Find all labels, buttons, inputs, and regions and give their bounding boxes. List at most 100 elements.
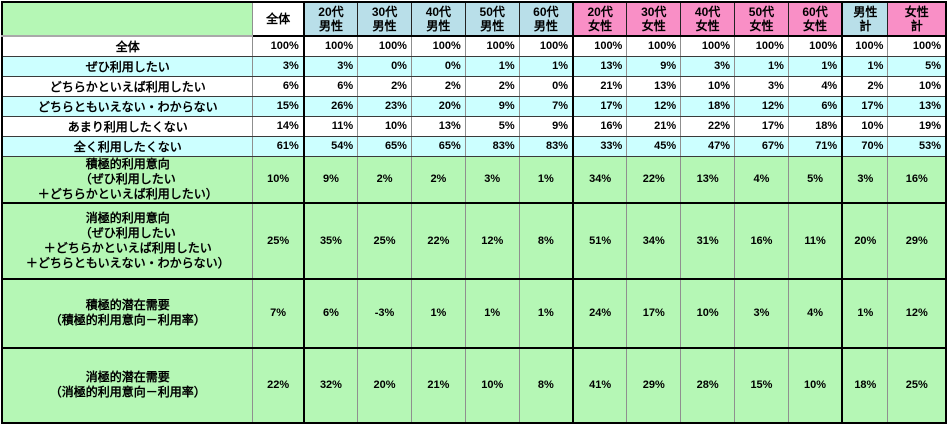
data-cell: 26% [302, 96, 359, 117]
data-cell: 13% [887, 96, 947, 117]
data-cell: 6% [302, 76, 359, 97]
data-cell: 2% [410, 76, 466, 97]
row-label: 積極的潜在需要 （積極的利用意向－利用率） [1, 277, 254, 348]
column-header: 女性 計 [887, 2, 947, 37]
data-cell: 25% [357, 201, 412, 279]
data-cell: 100% [734, 36, 789, 57]
header-row: 全体 20代 男性 30代 男性 40代 男性 50代 男性 60代 男性 20代 女性 30… [1, 2, 947, 37]
table-row: ぜひ利用したい 3% 3% 0% 0% 1% 1% 13% 9% 3% 1% 1% 1% 5% [1, 56, 947, 77]
data-cell: 21% [572, 76, 628, 97]
data-cell: 10% [680, 76, 736, 97]
column-header: 30代 男性 [357, 2, 412, 37]
data-cell: 2% [464, 76, 520, 97]
data-cell: 6% [787, 96, 843, 117]
data-cell: 19% [887, 116, 947, 137]
data-cell: 10% [787, 346, 843, 423]
data-cell: 3% [680, 56, 736, 77]
row-label: 全体 [1, 36, 254, 57]
data-cell: 16% [887, 155, 947, 203]
data-cell: 17% [841, 96, 889, 117]
data-cell: 45% [626, 136, 682, 157]
data-cell: 67% [734, 136, 789, 157]
data-cell: 20% [357, 346, 412, 423]
table-row: 消極的潜在需要 （消極的利用意向－利用率） 22% 32% 20% 21% 10% 8% 41… [1, 346, 947, 423]
table-row: 消極的利用意向 （ぜひ利用したい ＋どちらかといえば利用したい ＋どちらともいえ… [1, 201, 947, 279]
data-cell: 16% [734, 201, 789, 279]
data-cell: 1% [787, 56, 843, 77]
row-label: あまり利用したくない [1, 116, 254, 137]
data-cell: 33% [572, 136, 628, 157]
data-cell: 11% [302, 116, 359, 137]
data-cell: 0% [357, 56, 412, 77]
data-cell: 1% [518, 277, 574, 348]
row-label: どちらともいえない・わからない [1, 96, 254, 117]
data-cell: 83% [464, 136, 520, 157]
data-cell: 17% [626, 277, 682, 348]
data-cell: 47% [680, 136, 736, 157]
data-cell: 100% [357, 36, 412, 57]
data-cell: 18% [680, 96, 736, 117]
data-cell: 10% [841, 116, 889, 137]
data-cell: 13% [626, 76, 682, 97]
data-cell: 9% [302, 155, 359, 203]
data-cell: 28% [680, 346, 736, 423]
data-cell: 14% [252, 116, 305, 137]
data-cell: 4% [787, 76, 843, 97]
data-cell: 22% [252, 346, 305, 423]
data-cell: 5% [887, 56, 947, 77]
data-cell: 12% [626, 96, 682, 117]
row-label: ぜひ利用したい [1, 56, 254, 77]
data-cell: 5% [787, 155, 843, 203]
data-cell: 100% [518, 36, 574, 57]
row-label: 消極的潜在需要 （消極的利用意向－利用率） [1, 346, 254, 423]
table-row: どちらかといえば利用したい 6% 6% 2% 2% 2% 0% 21% 13% 10% 3% 4% 2%… [1, 76, 947, 97]
data-cell: 100% [787, 36, 843, 57]
data-cell: 2% [410, 155, 466, 203]
column-header: 20代 男性 [302, 2, 359, 37]
data-cell: 83% [518, 136, 574, 157]
column-header: 40代 女性 [680, 2, 736, 37]
column-header: 50代 男性 [464, 2, 520, 37]
data-cell: 29% [887, 201, 947, 279]
data-cell: 65% [357, 136, 412, 157]
data-cell: 1% [518, 155, 574, 203]
data-cell: 1% [841, 56, 889, 77]
data-cell: 10% [464, 346, 520, 423]
data-cell: 7% [252, 277, 305, 348]
table-row: あまり利用したくない 14% 11% 10% 13% 5% 9% 16% 21% 22% 17% 18… [1, 116, 947, 137]
data-cell: 25% [887, 346, 947, 423]
row-label: 消極的利用意向 （ぜひ利用したい ＋どちらかといえば利用したい ＋どちらともいえ… [1, 201, 254, 279]
data-cell: 10% [357, 116, 412, 137]
data-cell: 24% [572, 277, 628, 348]
table-row: 積極的利用意向 （ぜひ利用したい ＋どちらかといえば利用したい） 10% 9% 2% 2… [1, 155, 947, 203]
data-cell: 10% [252, 155, 305, 203]
data-cell: 25% [252, 201, 305, 279]
data-cell: 100% [887, 36, 947, 57]
data-cell: 13% [680, 155, 736, 203]
data-cell: 0% [410, 56, 466, 77]
table-row: 積極的潜在需要 （積極的利用意向－利用率） 7% 6% -3% 1% 1% 1% 24% 17%… [1, 277, 947, 348]
data-cell: 12% [464, 201, 520, 279]
data-cell: 12% [887, 277, 947, 348]
data-cell: 100% [841, 36, 889, 57]
data-cell: 3% [841, 155, 889, 203]
data-cell: 41% [572, 346, 628, 423]
data-cell: 17% [734, 116, 789, 137]
column-header: 60代 女性 [787, 2, 843, 37]
data-cell: 2% [357, 76, 412, 97]
data-cell: 29% [626, 346, 682, 423]
data-cell: 10% [680, 277, 736, 348]
data-cell: 22% [410, 201, 466, 279]
data-cell: 1% [734, 56, 789, 77]
column-header: 50代 女性 [734, 2, 789, 37]
data-cell: 1% [841, 277, 889, 348]
data-cell: 22% [626, 155, 682, 203]
data-cell: 100% [464, 36, 520, 57]
data-cell: 15% [252, 96, 305, 117]
table-row: 全体 100% 100% 100% 100% 100% 100% 100% 100% 100% 10… [1, 36, 947, 57]
data-cell: 2% [841, 76, 889, 97]
data-cell: 10% [887, 76, 947, 97]
data-cell: 17% [572, 96, 628, 117]
data-cell: 3% [734, 76, 789, 97]
